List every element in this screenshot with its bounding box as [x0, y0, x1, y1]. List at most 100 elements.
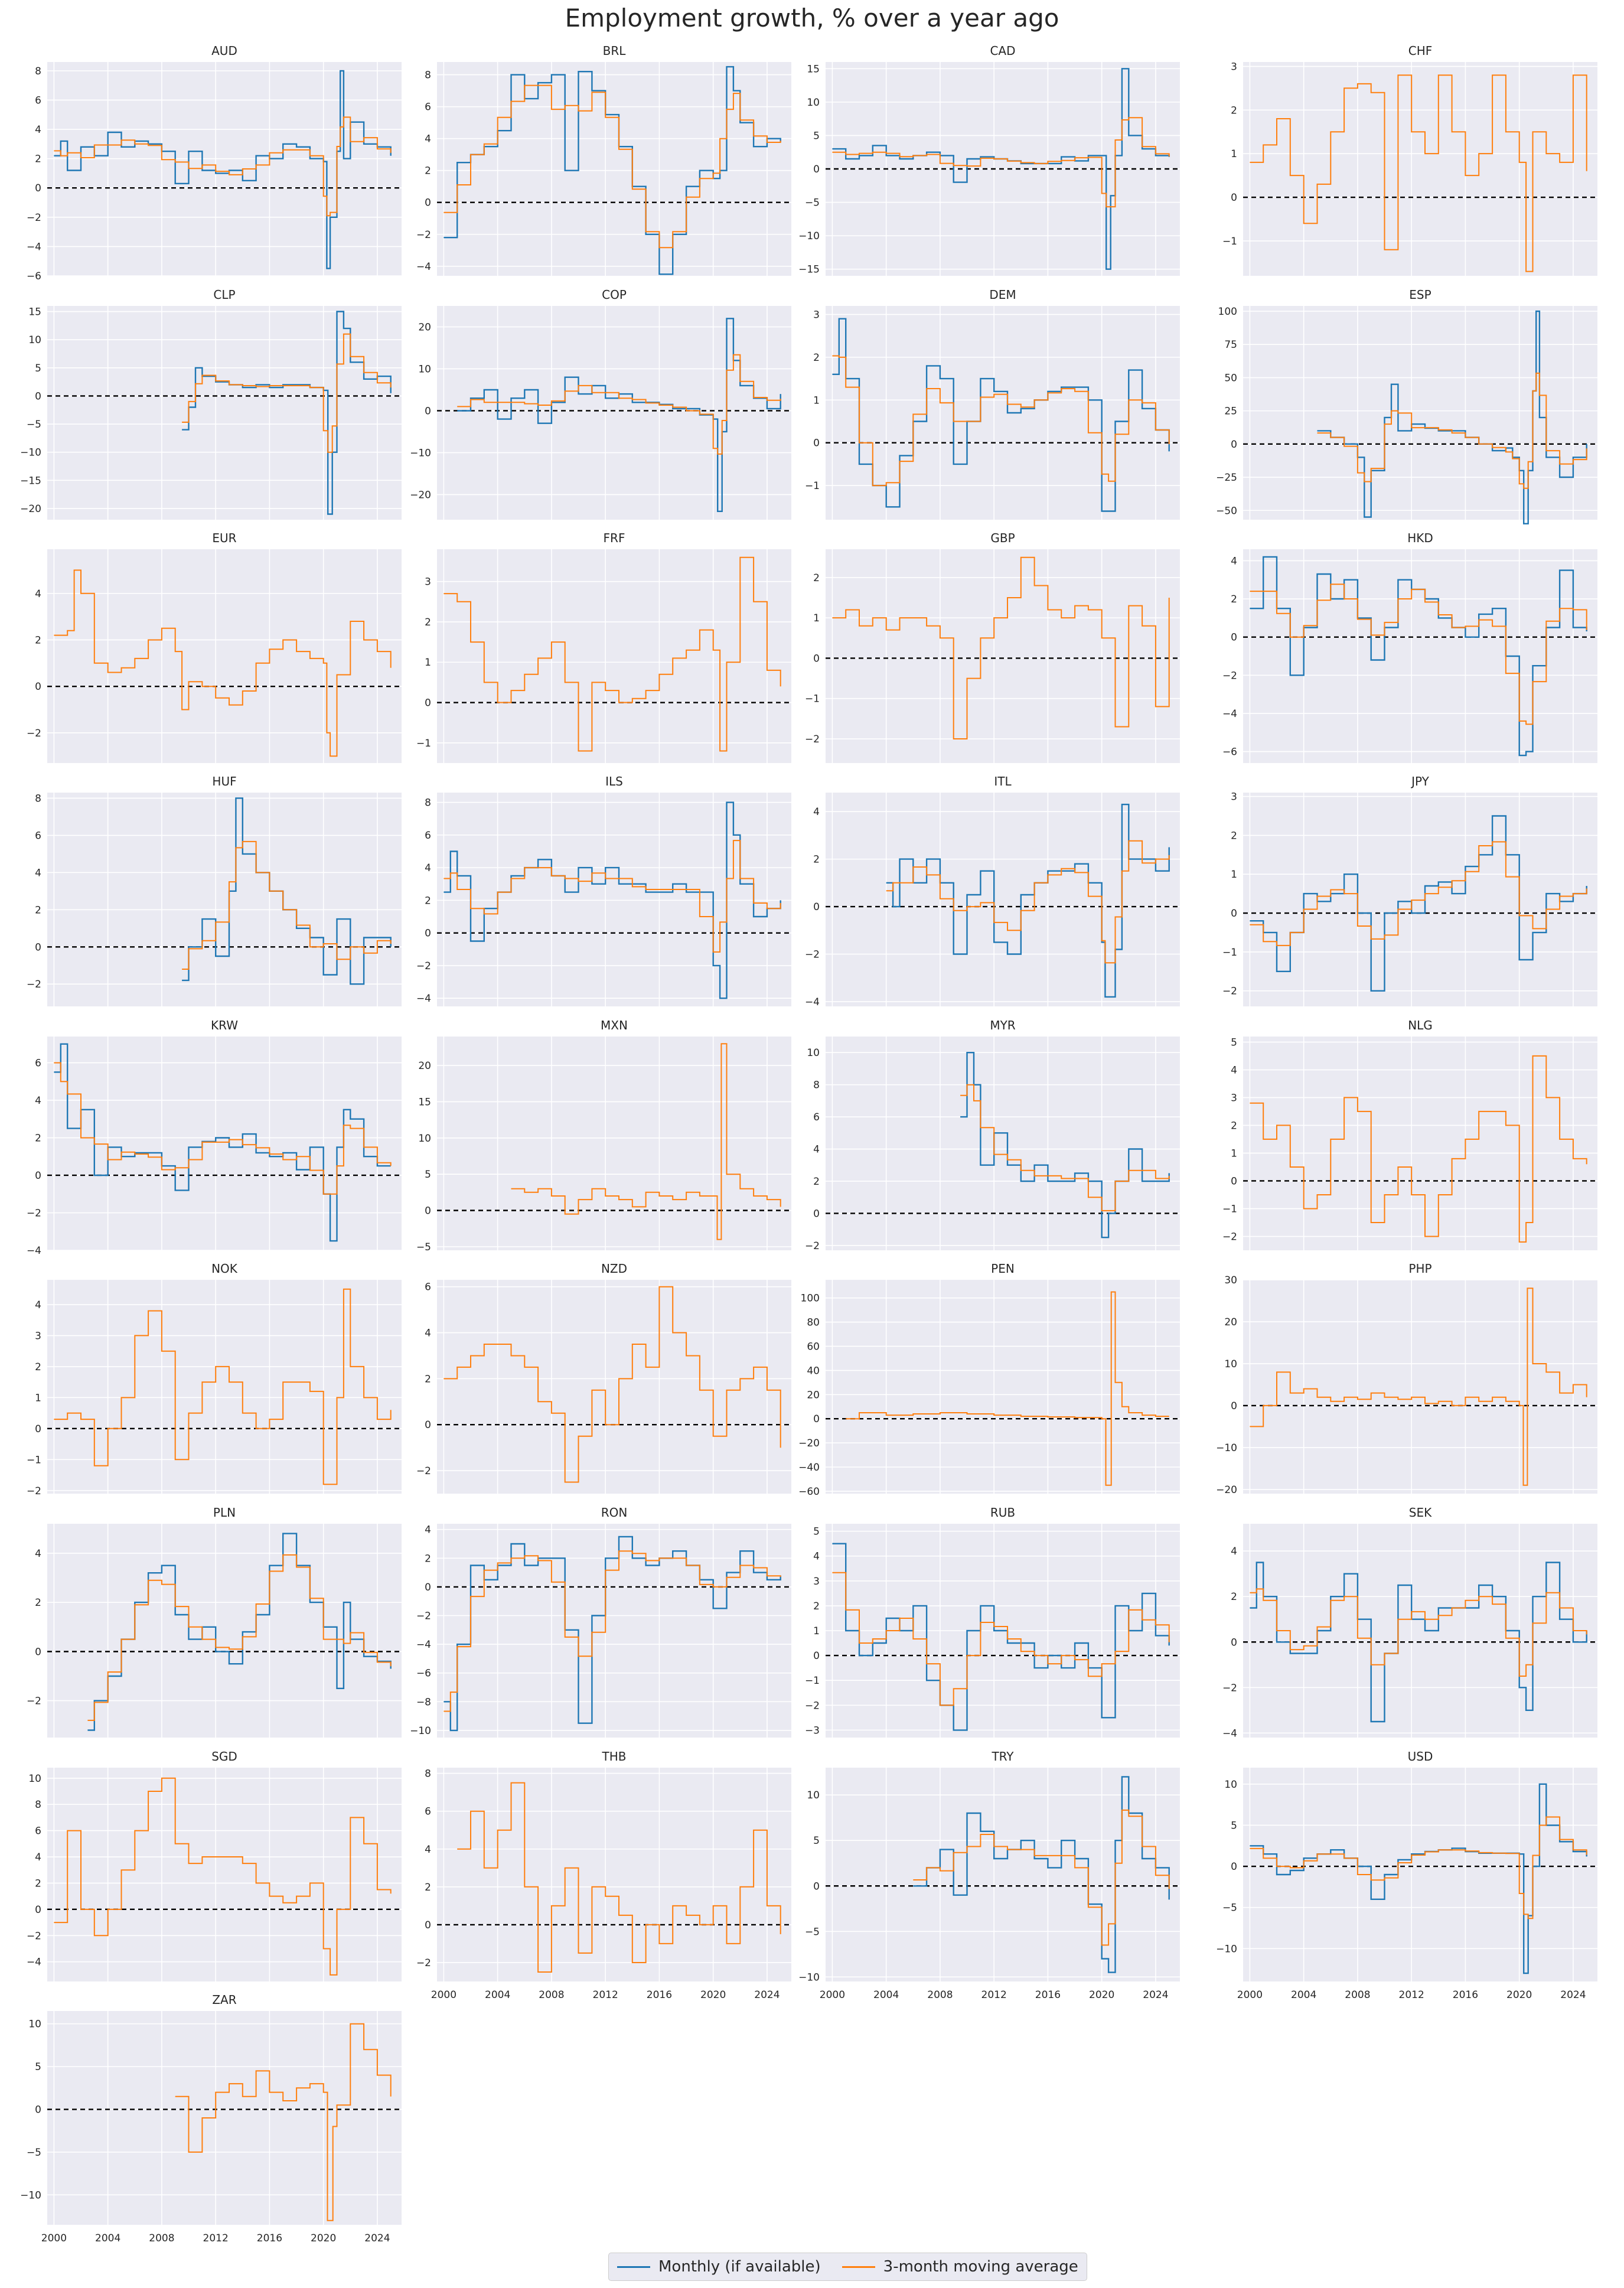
- series-3m-ma: [1250, 1288, 1587, 1486]
- plot-area: [437, 1037, 791, 1250]
- y-tick-label: 100: [1218, 306, 1237, 318]
- panel-title: ZAR: [212, 1993, 236, 2007]
- panel-brl: −4 −2 0 2 4 6 8 BRL: [416, 44, 791, 276]
- y-tick-label: 4: [1231, 1546, 1237, 1557]
- series-3m-ma: [1250, 584, 1587, 725]
- y-tick-label: 2: [1231, 594, 1237, 605]
- y-tick-label: −3: [805, 1725, 820, 1736]
- y-tick-label: 0: [1231, 1861, 1237, 1873]
- y-tick-label: 4: [35, 1852, 41, 1863]
- y-tick-label: 0: [425, 197, 431, 209]
- y-tick-label: 2: [35, 634, 41, 646]
- y-tick-label: 0: [35, 390, 41, 402]
- panel-chf: −1 0 1 2 3 CHF: [1222, 44, 1597, 276]
- y-tick-label: −2: [27, 1485, 41, 1497]
- y-tick-label: 4: [813, 806, 820, 818]
- y-tick-label: −20: [410, 489, 431, 501]
- y-tick-label: 4: [35, 124, 41, 136]
- series-3m-ma: [1317, 372, 1587, 489]
- series-3m-ma: [443, 84, 781, 249]
- y-tick-label: 8: [35, 793, 41, 804]
- series-3m-ma: [511, 1043, 781, 1240]
- panel-ron: −10 −8 −6 −4 −2 0 2 4 RON: [410, 1505, 791, 1738]
- y-tick-label: −5: [416, 1241, 431, 1253]
- y-tick-label: 0: [813, 901, 820, 913]
- y-tick-label: 15: [28, 307, 41, 318]
- y-tick-label: 8: [425, 70, 431, 82]
- panel-esp: −50 −25 0 25 50 75 100 ESP: [1216, 288, 1597, 524]
- panel-nlg: −2 −1 0 1 2 3 4 5 NLG: [1222, 1018, 1597, 1250]
- y-tick-label: 1: [813, 612, 820, 624]
- y-tick-label: 0: [1231, 1400, 1237, 1412]
- y-tick-label: 4: [35, 1548, 41, 1560]
- y-tick-label: 2: [1231, 105, 1237, 116]
- y-tick-label: 0: [1231, 439, 1237, 451]
- y-tick-label: 2: [813, 572, 820, 584]
- y-tick-label: 2: [425, 165, 431, 177]
- y-tick-label: 2: [813, 352, 820, 364]
- y-tick-label: −2: [805, 1700, 820, 1712]
- series-3m-ma: [182, 333, 392, 453]
- x-tick-label: 2024: [1560, 1989, 1586, 2001]
- y-tick-label: 0: [425, 1205, 431, 1217]
- y-tick-label: 4: [35, 1095, 41, 1107]
- y-tick-label: 0: [1231, 1637, 1237, 1648]
- y-tick-label: 15: [418, 1096, 431, 1108]
- y-tick-label: 2: [425, 617, 431, 628]
- series-3m-ma: [54, 116, 392, 217]
- series-3m-ma: [443, 1286, 781, 1483]
- x-tick-label: 2004: [95, 2232, 120, 2244]
- y-tick-label: −10: [1216, 1442, 1237, 1454]
- x-tick-label: 2012: [203, 2232, 229, 2244]
- series-3m-ma: [443, 556, 781, 752]
- y-tick-label: 1: [425, 657, 431, 669]
- y-tick-label: 0: [425, 698, 431, 709]
- series-3m-ma: [182, 840, 392, 970]
- y-tick-label: −20: [1216, 1484, 1237, 1496]
- y-tick-label: 0: [1231, 1175, 1237, 1187]
- series-3m-ma: [54, 1288, 392, 1485]
- panel-cop: −20 −10 0 10 20 COP: [410, 288, 791, 520]
- y-tick-label: 8: [425, 1768, 431, 1780]
- y-tick-label: 1: [813, 395, 820, 406]
- y-tick-label: −50: [1216, 505, 1237, 517]
- plot-area: [826, 306, 1180, 520]
- y-tick-label: 0: [1231, 192, 1237, 204]
- legend-line-ma: [842, 2266, 875, 2268]
- y-tick-label: 1: [813, 1625, 820, 1637]
- panel-title: PHP: [1408, 1262, 1431, 1276]
- panel-title: BRL: [603, 44, 627, 58]
- y-tick-label: −2: [27, 728, 41, 739]
- x-tick-label: 2008: [149, 2232, 174, 2244]
- y-tick-label: 15: [807, 63, 820, 75]
- y-tick-label: 3: [1231, 61, 1237, 73]
- x-tick-label: 2020: [311, 2232, 336, 2244]
- y-tick-label: −60: [798, 1486, 820, 1498]
- y-tick-label: −1: [1222, 1203, 1237, 1215]
- y-tick-label: 5: [425, 1169, 431, 1181]
- y-tick-label: −2: [27, 979, 41, 990]
- y-tick-label: 10: [807, 1790, 820, 1801]
- y-tick-label: −1: [805, 693, 820, 705]
- plot-area: [437, 549, 791, 763]
- y-tick-label: −15: [798, 264, 820, 276]
- series-monthly: [913, 1776, 1170, 1973]
- y-tick-label: −4: [1222, 1728, 1237, 1739]
- panel-title: ITL: [994, 774, 1012, 788]
- y-tick-label: 8: [425, 797, 431, 809]
- panel-title: COP: [602, 288, 627, 302]
- x-tick-label: 2000: [41, 2232, 67, 2244]
- y-tick-label: −4: [416, 261, 431, 273]
- y-tick-label: 3: [35, 1330, 41, 1342]
- y-tick-label: 0: [35, 182, 41, 194]
- series-3m-ma: [87, 1554, 392, 1721]
- series-monthly: [54, 1043, 391, 1242]
- series-monthly: [832, 1543, 1170, 1731]
- y-tick-label: 4: [35, 1299, 41, 1311]
- y-tick-label: 6: [35, 1826, 41, 1837]
- panel-title: ESP: [1409, 288, 1431, 302]
- plot-area: [47, 1280, 402, 1494]
- panel-rub: −3 −2 −1 0 1 2 3 4 5 RUB: [805, 1505, 1180, 1738]
- panel-frf: −1 0 1 2 3 FRF: [416, 531, 791, 763]
- series-3m-ma: [457, 354, 781, 455]
